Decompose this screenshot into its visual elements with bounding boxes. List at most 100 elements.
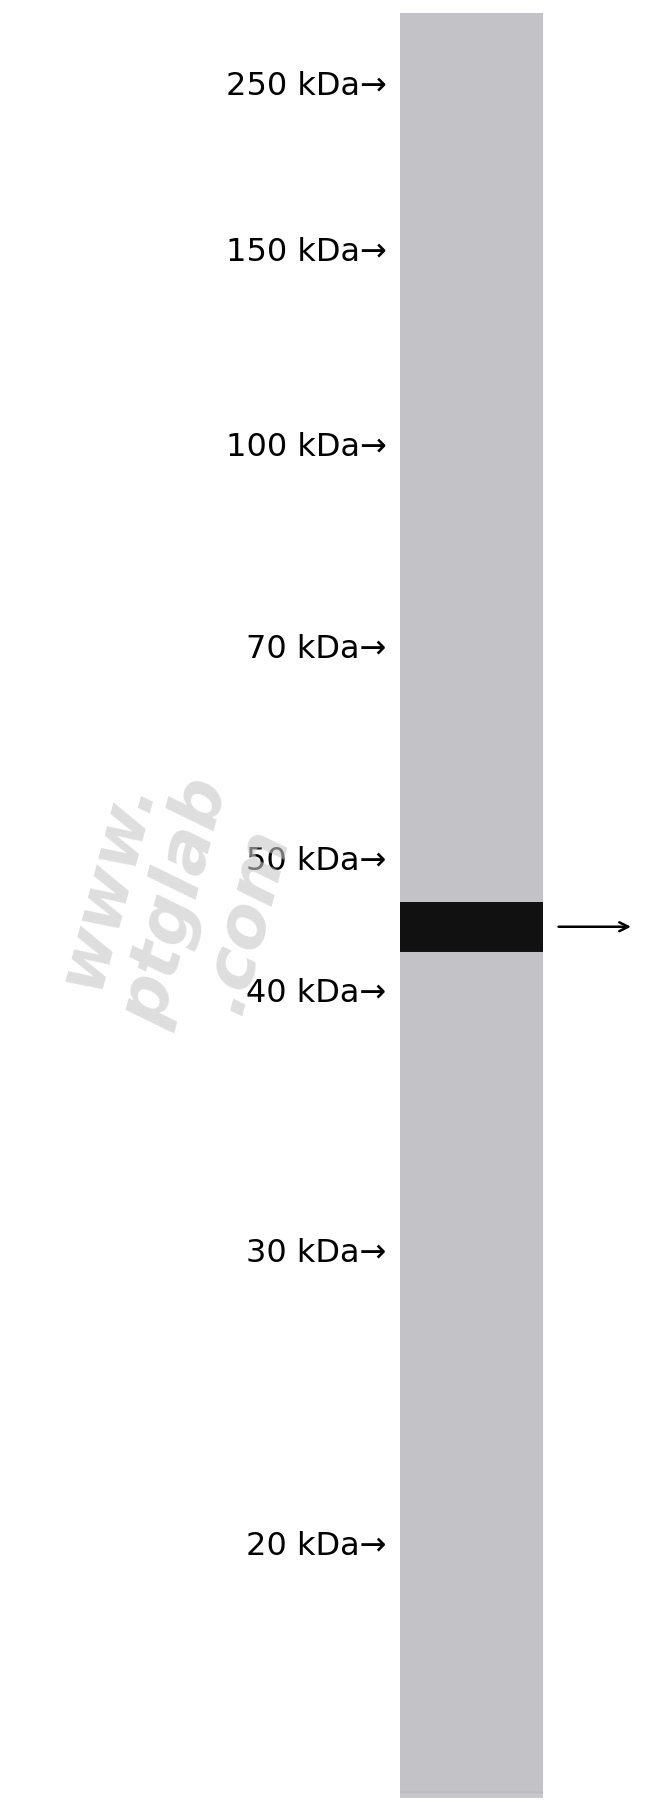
Bar <box>400 775 543 1792</box>
Bar <box>400 912 543 952</box>
Bar <box>400 1271 543 1792</box>
Bar <box>400 442 543 1792</box>
Bar <box>400 1597 543 1794</box>
Bar <box>400 700 543 1792</box>
Bar <box>400 1652 543 1794</box>
Bar <box>400 948 543 952</box>
Bar <box>400 1704 543 1794</box>
Bar <box>400 936 543 952</box>
Bar <box>400 757 543 1792</box>
Bar <box>400 925 543 952</box>
Bar <box>400 934 543 952</box>
Bar <box>400 213 543 1790</box>
Bar <box>400 1711 543 1794</box>
Bar <box>400 431 543 1792</box>
Bar <box>400 514 543 1792</box>
Bar <box>400 1376 543 1794</box>
Bar <box>400 1096 543 1792</box>
Bar <box>400 1444 543 1794</box>
Bar <box>400 685 543 1792</box>
Bar <box>400 941 543 952</box>
Bar <box>400 945 543 952</box>
Bar <box>400 1132 543 1792</box>
Bar <box>400 916 543 952</box>
Bar <box>400 1587 543 1794</box>
Bar <box>400 938 543 952</box>
Bar <box>400 961 543 1792</box>
Bar <box>400 1758 543 1794</box>
Bar <box>400 909 543 952</box>
Bar <box>400 1772 543 1794</box>
Bar <box>400 1525 543 1794</box>
Bar <box>400 696 543 1792</box>
Bar <box>400 1468 543 1794</box>
Bar <box>400 943 543 1792</box>
Bar <box>400 388 543 1790</box>
Bar <box>400 1143 543 1792</box>
Bar <box>400 948 543 952</box>
Bar <box>400 1035 543 1792</box>
Bar <box>400 121 543 1790</box>
Bar <box>400 507 543 1792</box>
Bar <box>400 903 543 952</box>
Bar <box>400 195 543 1790</box>
Bar <box>400 278 543 1790</box>
Bar <box>400 943 543 952</box>
Bar <box>400 1039 543 1792</box>
Bar <box>400 957 543 1792</box>
Bar <box>400 1350 543 1794</box>
Bar <box>400 130 543 1790</box>
Bar <box>400 1547 543 1794</box>
Bar <box>400 927 543 952</box>
Bar <box>400 1057 543 1792</box>
Bar <box>400 366 543 1790</box>
Bar <box>400 307 543 1790</box>
Bar <box>400 986 543 1792</box>
Bar <box>400 907 543 952</box>
Bar <box>400 916 543 952</box>
Bar <box>400 1082 543 1792</box>
Bar <box>400 1365 543 1794</box>
Bar <box>400 934 543 952</box>
Text: 40 kDa→: 40 kDa→ <box>246 977 387 1010</box>
Bar <box>400 1028 543 1792</box>
Bar <box>400 732 543 1792</box>
Bar <box>400 355 543 1790</box>
Bar <box>400 1489 543 1794</box>
Bar <box>400 1260 543 1792</box>
Bar <box>400 1507 543 1794</box>
Bar <box>400 943 543 952</box>
Bar <box>400 903 543 952</box>
Bar <box>400 941 543 952</box>
Bar <box>400 907 543 952</box>
Bar <box>400 761 543 1792</box>
Bar <box>400 155 543 1790</box>
Bar <box>400 795 543 1792</box>
Bar <box>400 70 543 1790</box>
Bar <box>400 1612 543 1794</box>
Bar <box>400 907 543 952</box>
Bar <box>400 1423 543 1794</box>
Bar <box>400 921 543 952</box>
Bar <box>400 568 543 1792</box>
Bar <box>400 449 543 1792</box>
Bar <box>400 678 543 1792</box>
Bar <box>400 882 543 1792</box>
Bar <box>400 1172 543 1792</box>
Bar <box>400 1776 543 1794</box>
Bar <box>400 903 543 952</box>
Bar <box>400 525 543 1792</box>
Bar <box>400 905 543 952</box>
Bar <box>400 325 543 1790</box>
Bar <box>400 85 543 1790</box>
Bar <box>400 177 543 1790</box>
Bar <box>400 1215 543 1792</box>
Bar <box>400 554 543 1792</box>
Bar <box>400 1190 543 1792</box>
Bar <box>400 1725 543 1794</box>
Bar <box>400 413 543 1790</box>
Bar <box>400 810 543 1792</box>
Bar <box>400 1533 543 1794</box>
Bar <box>400 1569 543 1794</box>
Bar <box>400 362 543 1790</box>
